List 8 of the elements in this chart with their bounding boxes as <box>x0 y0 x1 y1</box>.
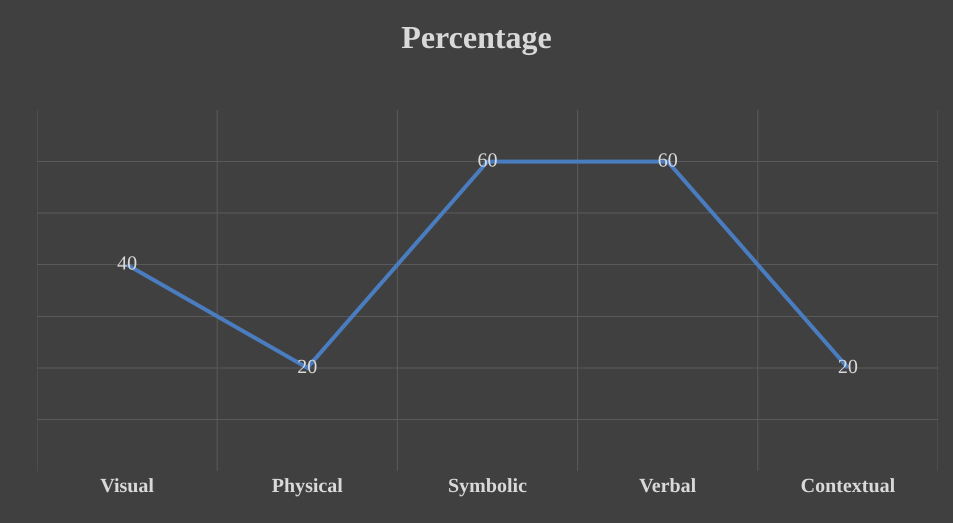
x-tick-label: Verbal <box>639 475 697 497</box>
data-label: 20 <box>838 356 858 378</box>
x-tick-label: Visual <box>100 475 154 497</box>
x-tick-label: Physical <box>272 475 344 497</box>
data-label: 40 <box>117 252 138 275</box>
chart-title: Percentage <box>401 18 552 56</box>
x-tick-label: Symbolic <box>448 475 528 497</box>
x-tick-label: Contextual <box>800 475 896 497</box>
